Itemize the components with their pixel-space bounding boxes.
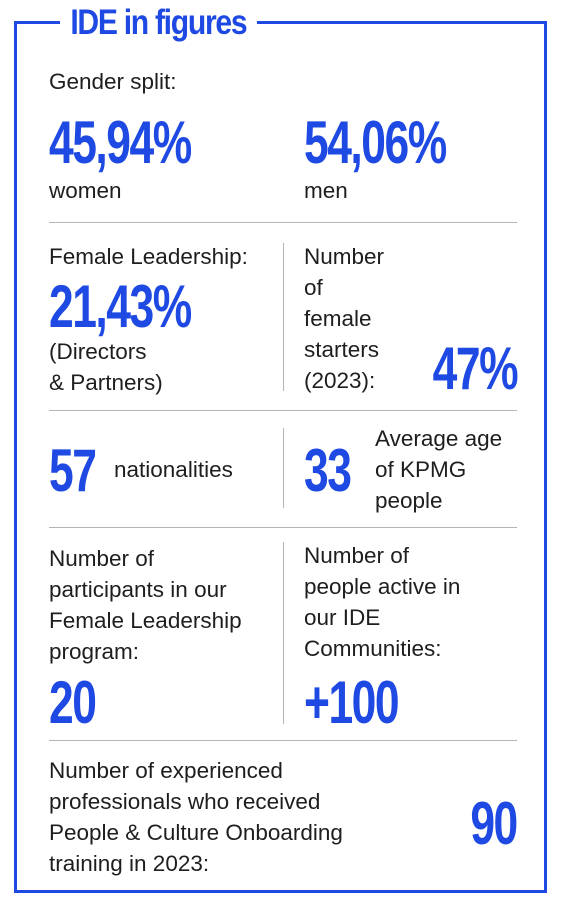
figures-frame: [14, 21, 547, 893]
communities-label-2: people active in: [304, 574, 461, 599]
divider-v-1: [283, 243, 284, 391]
women-percentage: 45,94%: [49, 109, 192, 176]
female-leadership-note-2: & Partners): [49, 370, 163, 395]
communities-label-1: Number of: [304, 543, 410, 568]
divider-v-2: [283, 428, 284, 508]
female-starters-label-1: Number: [304, 244, 385, 269]
female-starters-percentage: 47%: [432, 335, 519, 402]
female-leadership-label: Female Leadership:: [49, 244, 248, 269]
onboarding-label-3: People & Culture Onboarding: [49, 820, 343, 845]
onboarding-label-1: Number of experienced: [49, 758, 283, 783]
average-age-label-2: of KPMG: [375, 457, 467, 482]
divider-3: [49, 527, 517, 528]
divider-4: [49, 740, 517, 741]
onboarding-count: 90: [470, 790, 519, 857]
female-starters-label-4: starters: [304, 337, 380, 362]
female-leadership-percentage: 21,43%: [49, 273, 192, 340]
page-title: IDE in figures: [60, 2, 257, 44]
communities-active-count: +100: [304, 669, 400, 736]
onboarding-label-2: professionals who received: [49, 789, 321, 814]
divider-v-3: [283, 542, 284, 724]
divider-2: [49, 410, 517, 411]
women-label: women: [49, 178, 122, 203]
men-label: men: [304, 178, 348, 203]
female-leadership-note-1: (Directors: [49, 339, 147, 364]
female-starters-label-2: of: [304, 275, 323, 300]
nationalities-count: 57: [49, 437, 97, 504]
gender-split-label: Gender split:: [49, 69, 177, 94]
communities-label-4: Communities:: [304, 636, 442, 661]
onboarding-label-4: training in 2023:: [49, 851, 210, 876]
men-percentage: 54,06%: [304, 109, 447, 176]
divider-1: [49, 222, 517, 223]
average-age-label-1: Average age: [375, 426, 503, 451]
female-starters-label-5: (2023):: [304, 368, 376, 393]
average-age-label-3: people: [375, 488, 443, 513]
female-starters-label-3: female: [304, 306, 372, 331]
average-age-value: 33: [304, 437, 352, 504]
program-label-4: program:: [49, 639, 140, 664]
communities-label-3: our IDE: [304, 605, 381, 630]
nationalities-label: nationalities: [114, 457, 233, 482]
program-label-2: participants in our: [49, 577, 227, 602]
program-label-3: Female Leadership: [49, 608, 242, 633]
program-label-1: Number of: [49, 546, 155, 571]
program-participants-count: 20: [49, 669, 97, 736]
